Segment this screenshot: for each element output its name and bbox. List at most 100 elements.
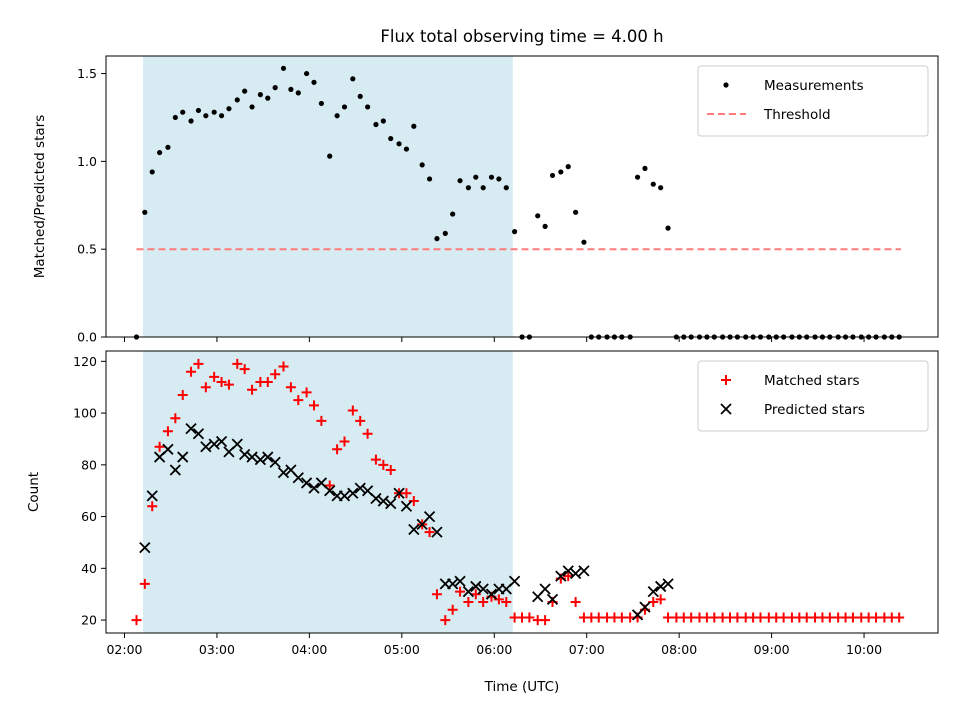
data-point	[393, 487, 405, 499]
data-point	[208, 438, 220, 450]
data-point	[650, 181, 656, 187]
data-point	[477, 583, 489, 595]
data-point	[192, 428, 205, 440]
data-point	[309, 400, 319, 411]
data-point	[642, 165, 648, 171]
observing-window-span	[142, 56, 513, 337]
x-axis-label: Time (UTC)	[484, 679, 560, 695]
data-point	[341, 104, 348, 110]
legend-marker	[720, 403, 732, 415]
legend-box	[697, 65, 929, 137]
data-point	[209, 371, 220, 382]
data-point	[185, 422, 197, 435]
data-point	[549, 172, 556, 179]
data-point	[165, 144, 171, 150]
data-point	[195, 107, 202, 114]
data-point	[377, 495, 389, 507]
data-point	[396, 141, 402, 147]
data-point	[539, 583, 551, 595]
data-point	[665, 225, 671, 231]
x-tick-label: 04:00	[291, 642, 327, 657]
data-point	[293, 395, 304, 406]
data-point	[285, 382, 296, 393]
data-point	[380, 118, 386, 124]
data-point	[265, 95, 271, 101]
data-point	[634, 174, 641, 180]
data-point	[540, 615, 551, 626]
data-point	[280, 65, 287, 71]
data-point	[357, 93, 363, 99]
data-point	[246, 451, 258, 463]
top-plot-measurements: 0.0 0.5 1.0 1.5 Matched/Predicted stars Measu…	[32, 55, 939, 345]
data-point	[457, 178, 463, 184]
data-point	[347, 487, 359, 499]
data-point	[501, 596, 512, 607]
y-tick-label: 40	[81, 561, 97, 576]
data-point	[480, 185, 486, 191]
data-point	[447, 604, 458, 615]
data-point	[555, 570, 567, 582]
data-point	[169, 464, 181, 476]
data-point	[154, 441, 165, 452]
legend-label: Predicted stars	[764, 402, 865, 418]
legend: Measurements Threshold	[697, 65, 929, 137]
data-point	[269, 456, 281, 468]
data-point	[334, 113, 340, 119]
y-tick-label: 60	[81, 509, 97, 524]
axes-frame	[105, 55, 939, 338]
data-point	[318, 100, 324, 107]
data-point	[570, 596, 581, 607]
data-point	[450, 211, 456, 217]
legend: Matched stars Predicted stars	[697, 360, 929, 432]
data-point	[131, 615, 142, 626]
series-measurements	[133, 65, 902, 340]
data-point	[177, 389, 188, 400]
data-point	[411, 123, 417, 129]
data-point	[304, 70, 310, 77]
data-point	[162, 443, 174, 455]
data-point	[512, 229, 518, 235]
legend-marker	[723, 82, 729, 88]
data-point	[455, 586, 466, 597]
data-point	[365, 104, 371, 110]
y-tick-label: 0.0	[77, 330, 97, 345]
data-point	[226, 106, 232, 112]
data-point	[278, 361, 289, 372]
y-tick-label: 0.5	[77, 242, 97, 257]
data-point	[655, 580, 667, 593]
data-point	[542, 223, 548, 229]
x-tick-label: 10:00	[846, 642, 882, 657]
data-point	[211, 109, 217, 115]
data-point	[581, 239, 587, 245]
y-axis-label: Matched/Predicted stars	[32, 115, 48, 278]
data-point	[239, 364, 250, 375]
legend-marker	[721, 375, 731, 385]
data-point	[362, 428, 373, 439]
data-point	[408, 523, 420, 536]
legend-label: Matched stars	[764, 373, 860, 389]
data-point	[215, 435, 228, 448]
data-point	[288, 86, 294, 92]
data-point	[203, 113, 209, 119]
data-point	[170, 413, 181, 424]
data-point	[247, 384, 258, 395]
bottom-plot-counts: 20 40 60 80 100 120 02:00 03:00 04:00 05:00 06:00 0…	[26, 350, 939, 657]
data-point	[478, 596, 489, 607]
data-point	[431, 526, 443, 538]
y-axis-label: Count	[26, 472, 42, 512]
data-point	[339, 436, 350, 447]
data-point	[385, 465, 396, 476]
data-point	[462, 585, 475, 598]
data-point	[277, 466, 290, 479]
data-point	[139, 541, 151, 554]
data-point	[316, 415, 327, 426]
data-point	[308, 482, 320, 494]
data-point	[524, 612, 535, 623]
data-point	[426, 176, 433, 182]
chart-title: Flux total observing time = 4.00 h	[380, 27, 663, 46]
data-point	[355, 415, 366, 426]
data-point	[535, 213, 541, 219]
data-point	[423, 510, 436, 523]
x-tick-label: 02:00	[106, 642, 142, 657]
